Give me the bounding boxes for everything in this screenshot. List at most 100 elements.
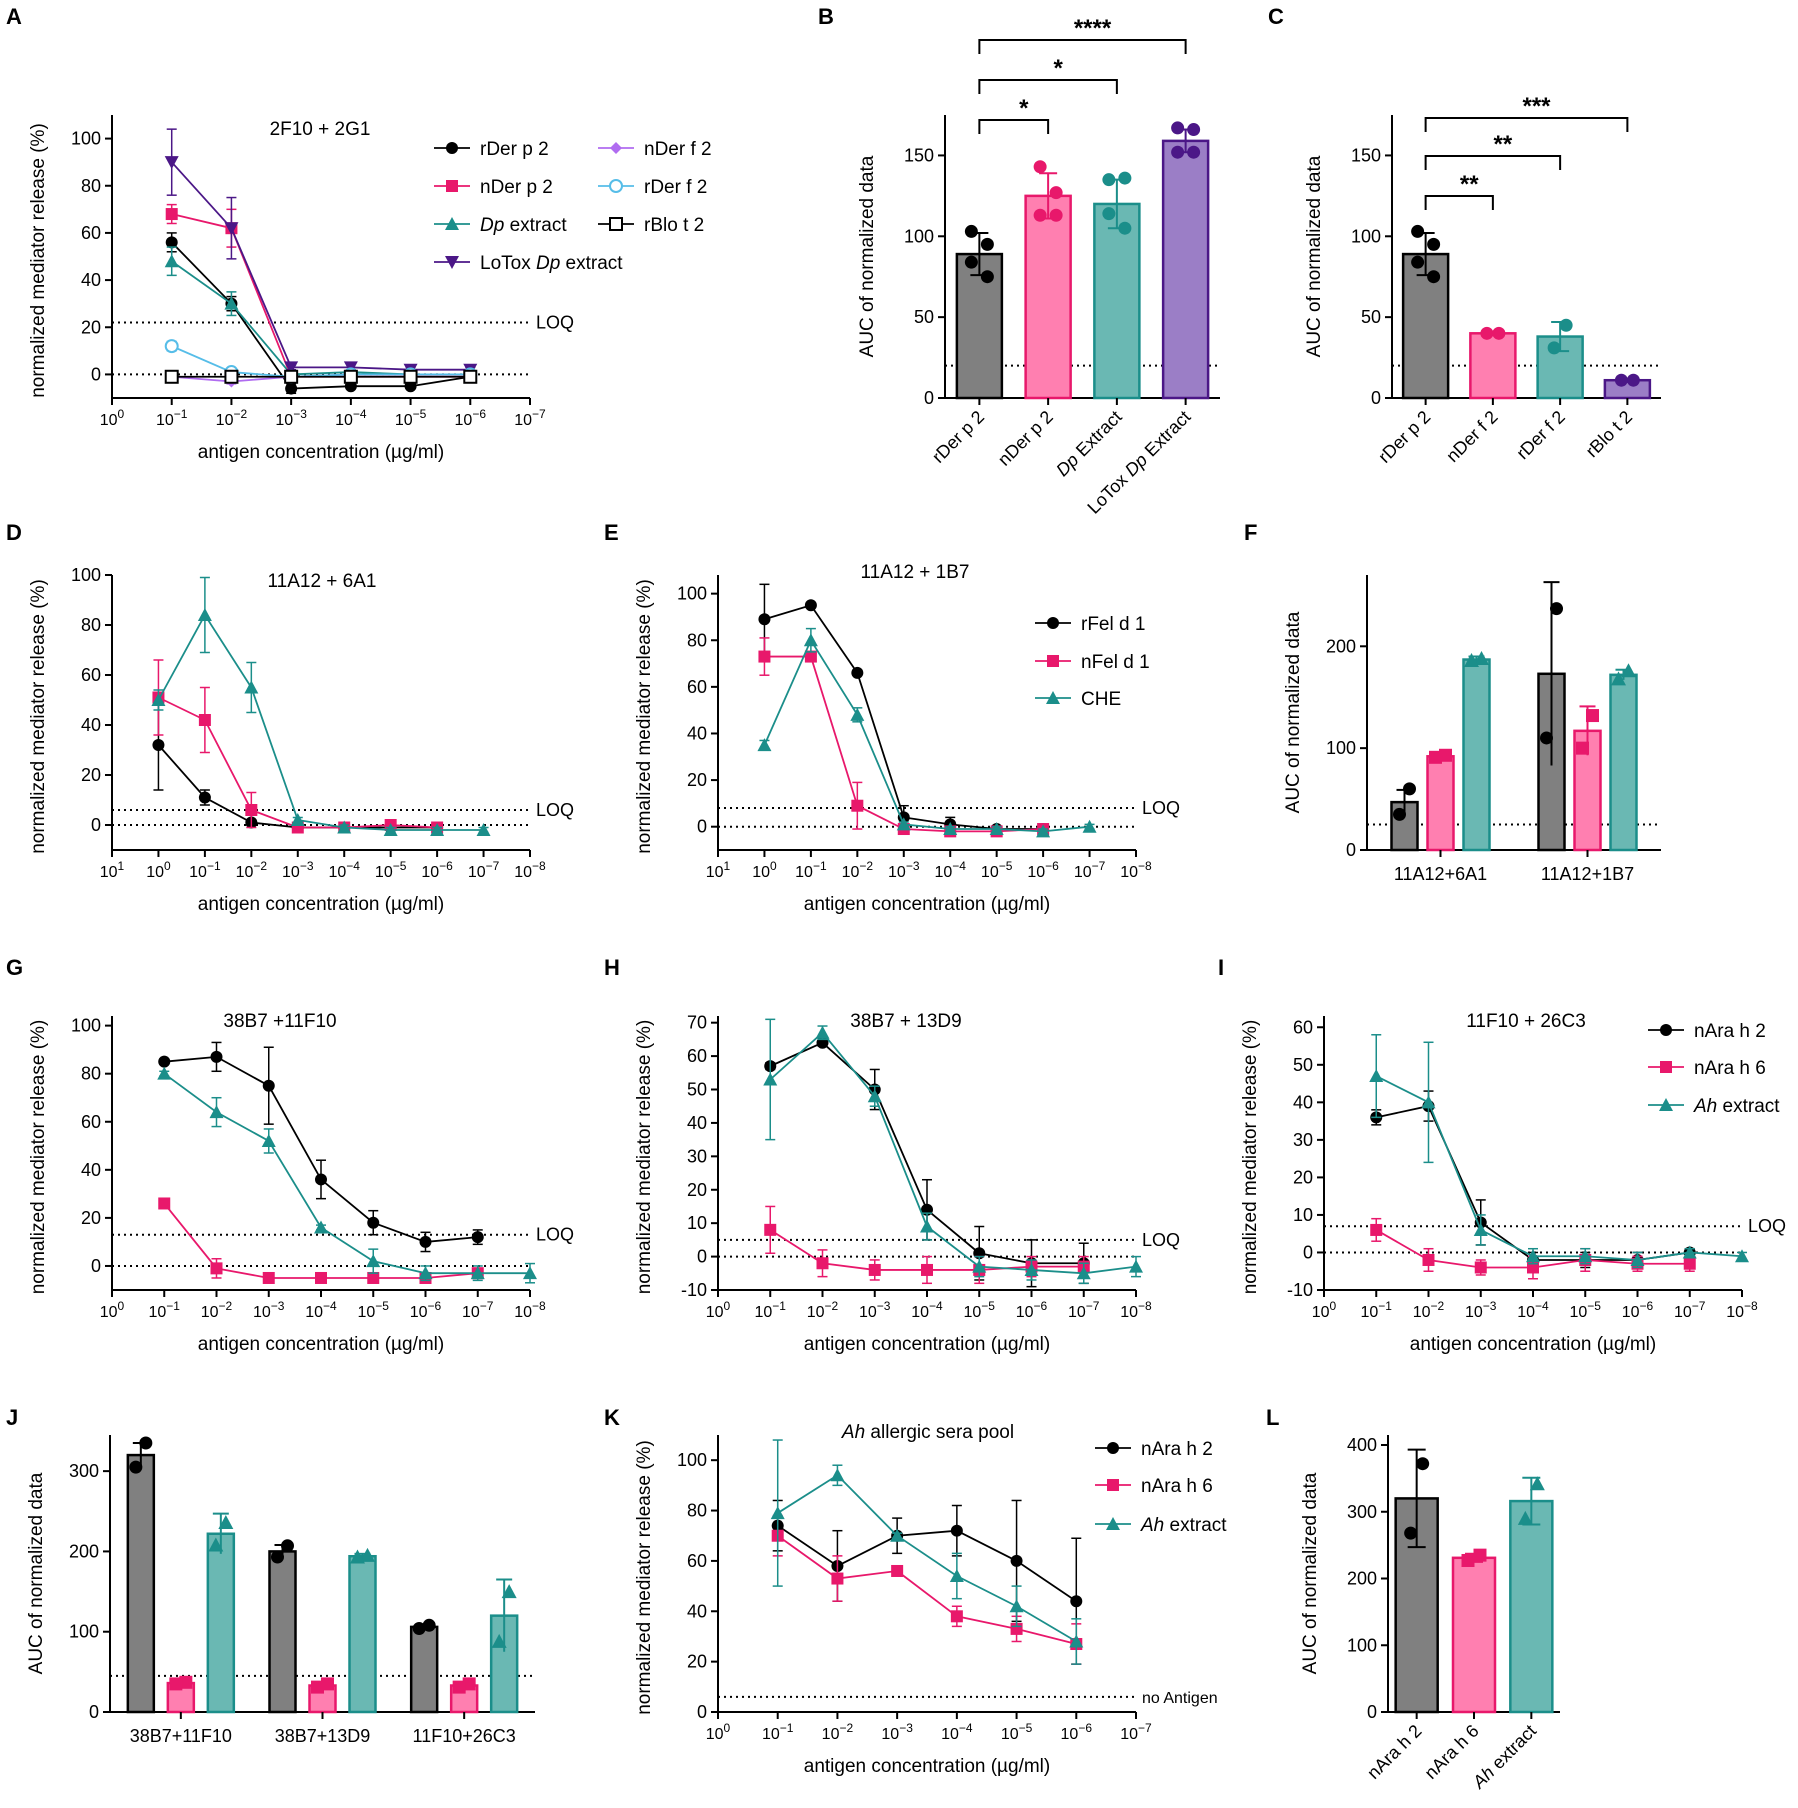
y-tick-label-4: 30 xyxy=(1293,1130,1313,1150)
data-point xyxy=(868,1263,881,1276)
data-point xyxy=(360,1547,375,1562)
y-tick-label-7: 60 xyxy=(1293,1017,1313,1037)
x-tick-label-8: 10−8 xyxy=(1120,1299,1152,1321)
y-tick-label-3: 20 xyxy=(1293,1167,1313,1187)
significance-label-1: ** xyxy=(1494,131,1513,158)
bar-group-2 xyxy=(1536,318,1584,400)
y-tick-label-1: 100 xyxy=(69,1622,99,1642)
data-point xyxy=(890,1528,905,1542)
x-tick-label-1: 10−1 xyxy=(149,1299,181,1321)
y-tick-label-3: 150 xyxy=(1351,145,1381,165)
data-point xyxy=(896,817,911,831)
series-rfel-d-1 xyxy=(758,583,1050,836)
data-point xyxy=(1411,224,1425,238)
series-line xyxy=(1375,1075,1743,1261)
data-point xyxy=(1586,709,1599,723)
x-tick-label-8: 10−7 xyxy=(1074,859,1106,881)
x-tick-label-2: 10−2 xyxy=(216,407,248,429)
data-point xyxy=(1102,173,1116,187)
series-nara-h-2 xyxy=(764,1036,1090,1288)
data-point xyxy=(1429,750,1442,764)
bar-group-3 xyxy=(1161,121,1210,400)
data-point xyxy=(164,339,179,354)
x-tick-label-4: 10−4 xyxy=(941,1721,973,1743)
significance-bracket xyxy=(978,79,1118,94)
panel-letter-g: G xyxy=(6,955,23,980)
data-point xyxy=(151,693,166,706)
x-tick-label-2: 10−2 xyxy=(822,1721,854,1743)
data-point xyxy=(218,1515,234,1530)
legend-label: nDer f 2 xyxy=(644,139,712,160)
data-point xyxy=(462,1677,476,1691)
series-nara-h-2 xyxy=(1370,1090,1696,1269)
data-point xyxy=(169,1677,183,1691)
y-tick-label-3: 150 xyxy=(904,145,934,165)
data-point xyxy=(867,1089,882,1103)
panel-letter-j: J xyxy=(6,1405,18,1430)
data-point xyxy=(179,1675,193,1689)
bar-2-1 xyxy=(449,1677,479,1714)
series-nara-h-2 xyxy=(771,1499,1083,1665)
data-point xyxy=(950,1610,963,1623)
data-point xyxy=(491,1633,507,1648)
data-point xyxy=(501,1584,517,1599)
x-tick-label-0: 38B7+11F10 xyxy=(130,1726,232,1746)
data-point xyxy=(224,296,239,310)
x-tick-label-2: 10−2 xyxy=(1413,1299,1445,1321)
data-point xyxy=(198,791,211,804)
y-tick-label-4: 80 xyxy=(81,615,101,635)
y-tick-label-1: 50 xyxy=(914,307,934,327)
data-point xyxy=(1421,1095,1436,1109)
data-point xyxy=(758,613,771,626)
y-tick-label-4: 80 xyxy=(81,1064,101,1084)
panel-j: 0 100 200 300 AUC of normalized data 38B7+11F… xyxy=(26,1435,535,1746)
legend-item-rder-p-2: rDer p 2 xyxy=(434,139,549,160)
data-point xyxy=(271,1550,284,1564)
y-tick-label-0: 0 xyxy=(1367,1702,1377,1722)
data-point xyxy=(950,1524,963,1537)
data-point xyxy=(1474,1261,1487,1274)
legend-label: nAra h 6 xyxy=(1694,1058,1766,1079)
data-point xyxy=(337,820,352,834)
data-point xyxy=(197,608,212,621)
legend-marker xyxy=(1107,1442,1119,1454)
y-axis-title: AUC of normalized data xyxy=(857,155,878,357)
x-tick-label-7: 10−6 xyxy=(1027,859,1059,881)
significance-label-0: * xyxy=(1019,95,1029,122)
panel-letter-l: L xyxy=(1266,1405,1279,1430)
bar-group-2 xyxy=(1509,1476,1554,1714)
data-point xyxy=(891,1564,904,1577)
bar xyxy=(1462,658,1491,852)
x-tick-label-9: 10−8 xyxy=(1120,859,1152,881)
data-point xyxy=(343,369,358,384)
data-point xyxy=(943,822,958,836)
series-line xyxy=(777,1534,1077,1645)
x-tick-label-3: 10−3 xyxy=(253,1299,285,1321)
bar xyxy=(1161,139,1210,400)
panel-letter-a: A xyxy=(6,4,22,29)
data-point xyxy=(224,222,239,236)
x-tick-label-4: 10−3 xyxy=(282,859,314,881)
data-point xyxy=(972,1259,987,1273)
bar xyxy=(206,1532,236,1714)
series-lotox-dp-extract xyxy=(164,128,478,377)
y-tick-label-5: 100 xyxy=(71,129,101,149)
panel-letter-b: B xyxy=(818,4,834,29)
data-point xyxy=(763,1072,778,1086)
y-tick-label-1: 20 xyxy=(81,1208,101,1228)
x-tick-label-4: 10−3 xyxy=(888,859,920,881)
x-tick-label-0: 101 xyxy=(706,859,731,881)
data-point xyxy=(366,1254,381,1268)
x-tick-label-6: 10−5 xyxy=(375,859,407,881)
x-tick-label-3: 10−2 xyxy=(236,859,268,881)
data-point xyxy=(1422,1253,1435,1266)
legend-marker xyxy=(1106,1517,1120,1530)
bar xyxy=(268,1550,297,1714)
significance-label-1: * xyxy=(1053,55,1063,82)
x-axis-title: antigen concentration (µg/ml) xyxy=(804,1756,1050,1777)
y-tick-label-2: 40 xyxy=(81,270,101,290)
x-tick-label-2: 10−2 xyxy=(807,1299,839,1321)
y-tick-label-1: 20 xyxy=(81,765,101,785)
data-point xyxy=(1427,270,1441,284)
